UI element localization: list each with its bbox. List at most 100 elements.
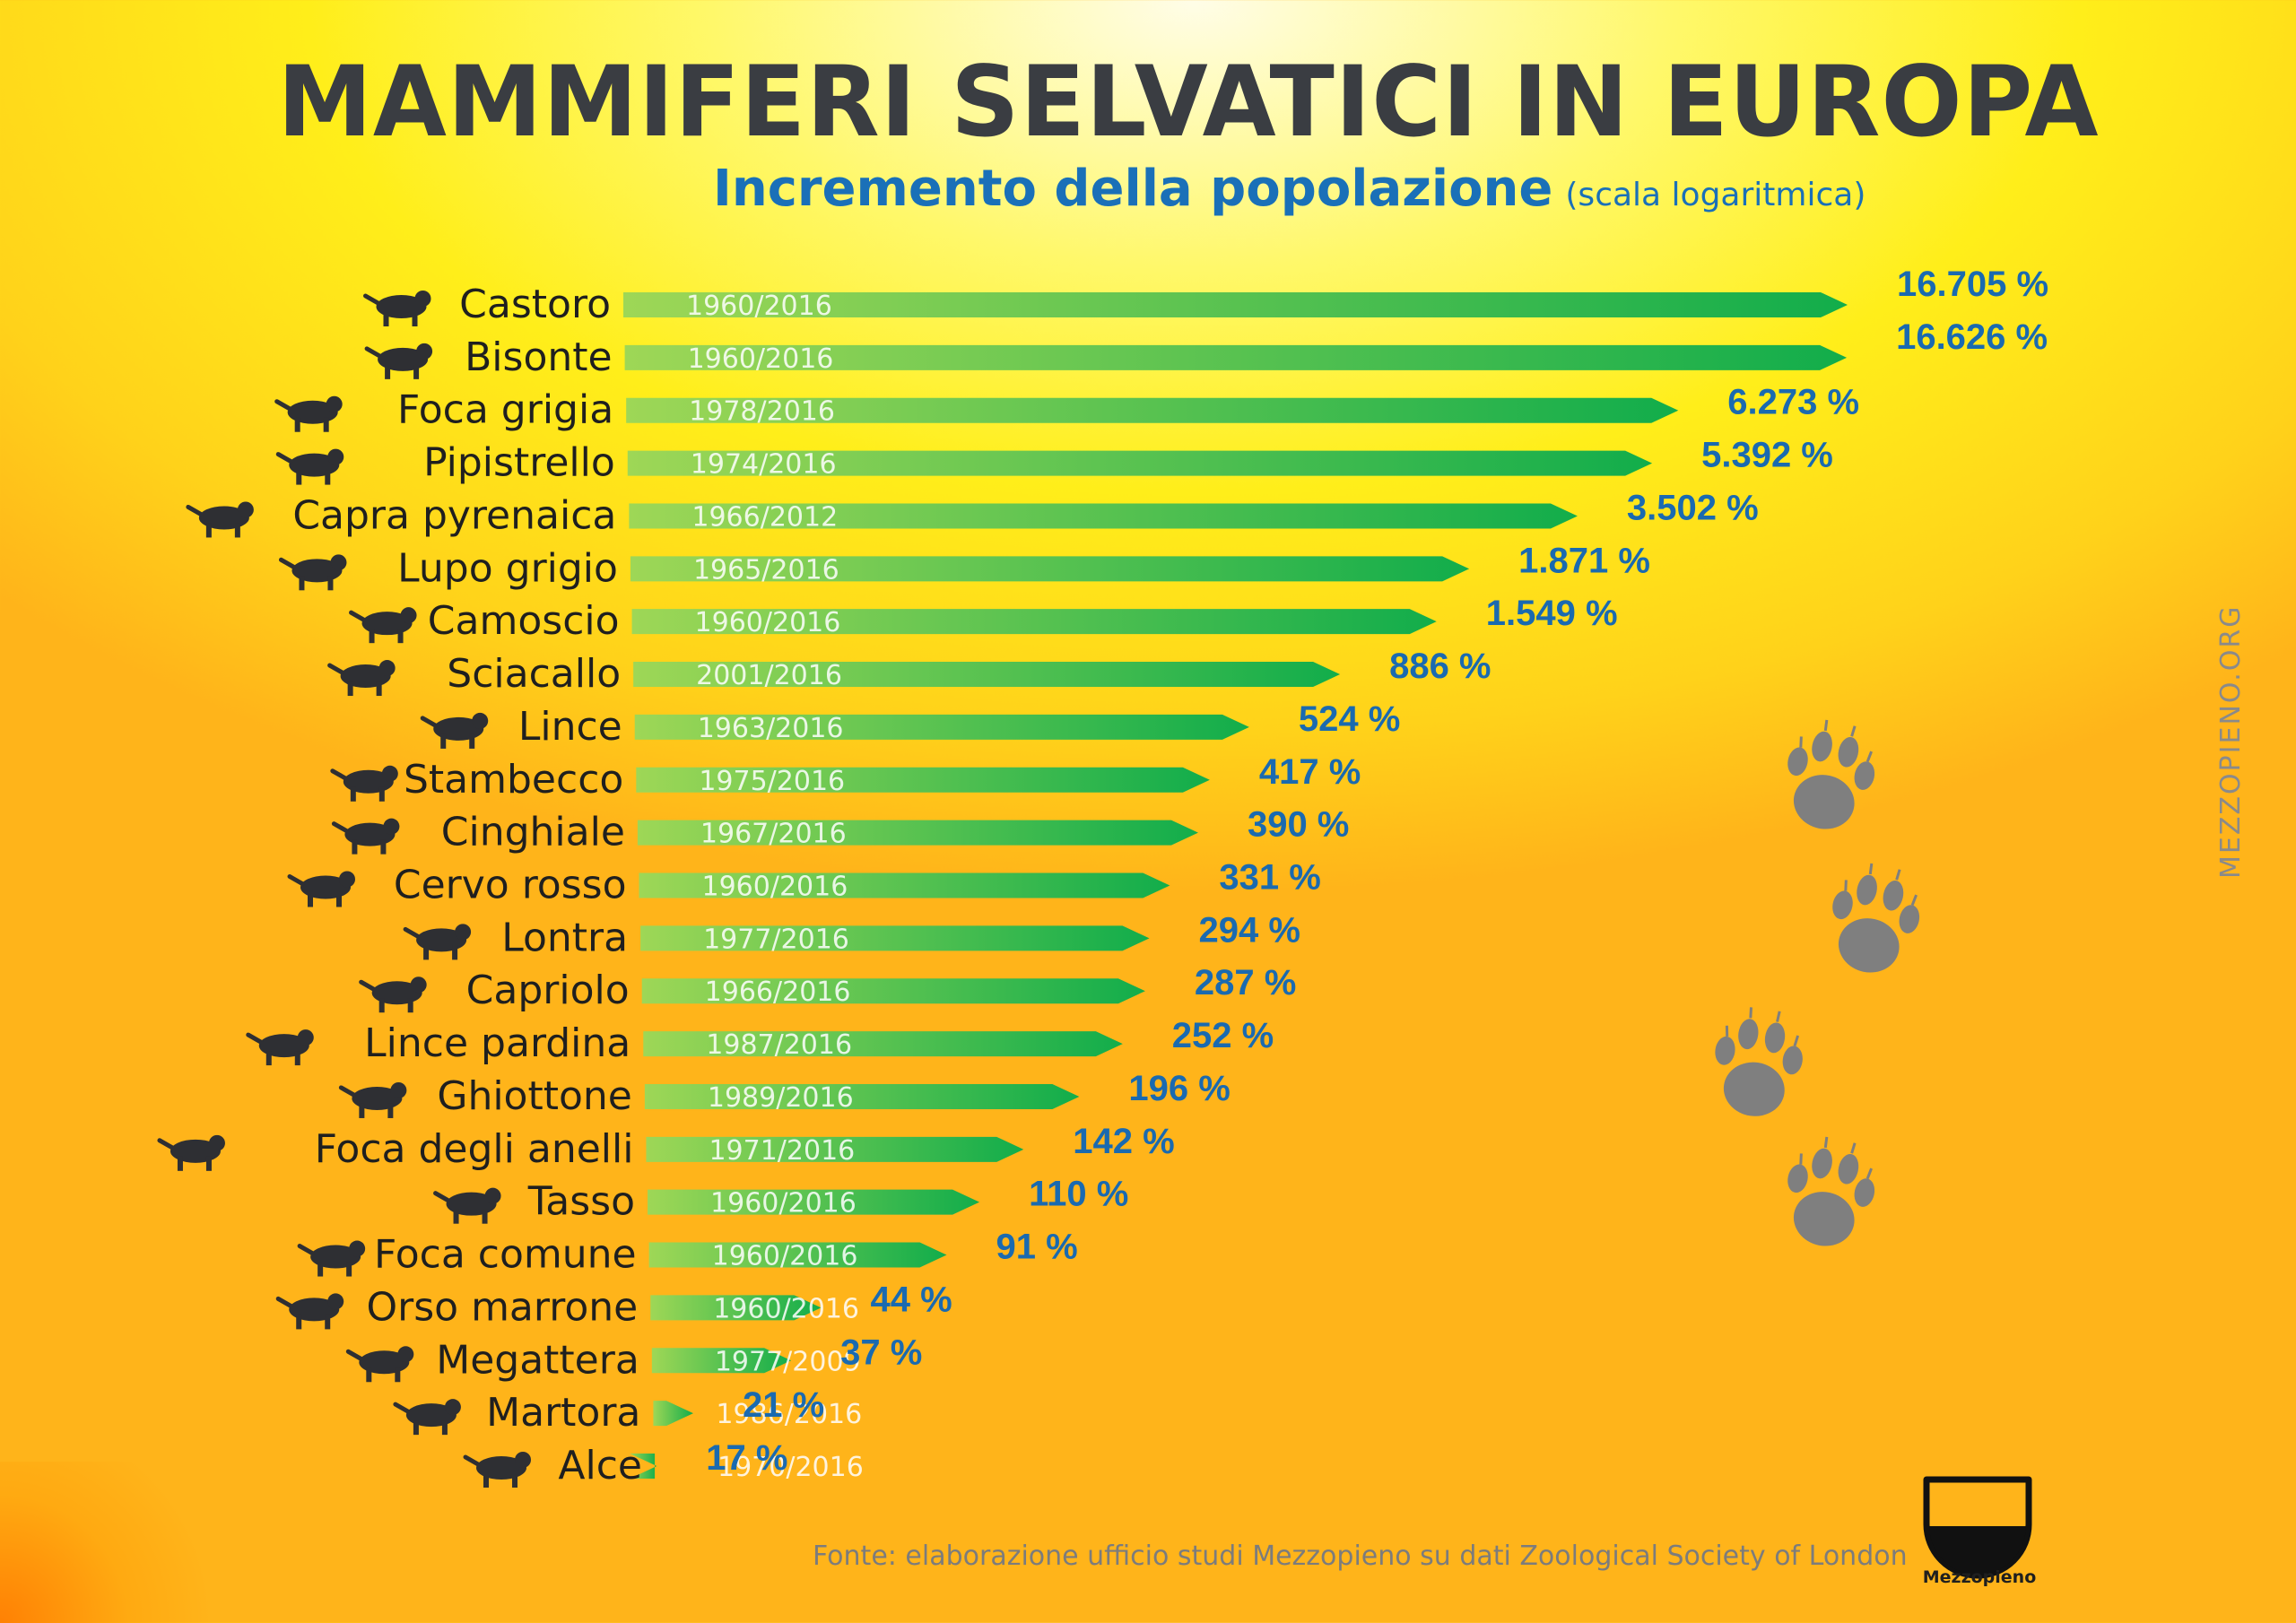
bat-icon bbox=[275, 448, 344, 485]
data-label: 252 % bbox=[1172, 1016, 1274, 1055]
data-label: 294 % bbox=[1199, 910, 1300, 950]
bar-period-label: 1987/2016 bbox=[706, 1029, 852, 1061]
mezzopieno-logo-icon bbox=[1923, 1476, 2032, 1579]
side-website: MEZZOPIENO.ORG bbox=[2215, 604, 2247, 879]
bar-period-label: 1963/2016 bbox=[698, 713, 844, 744]
bar-period-label: 1978/2016 bbox=[689, 396, 835, 428]
bar-period-label: 1960/2016 bbox=[688, 343, 834, 375]
bar-period-label: 1960/2016 bbox=[686, 291, 832, 322]
corner-glow bbox=[0, 1462, 233, 1623]
iberian-lynx-icon bbox=[246, 1029, 314, 1066]
bar-row: 1987/2016 Lince pardina 252 % bbox=[246, 1016, 1274, 1066]
bison-icon bbox=[364, 343, 433, 379]
bar-period-label: 2001/2016 bbox=[696, 660, 842, 691]
bar bbox=[630, 556, 1470, 582]
roe-deer-icon bbox=[359, 976, 427, 1013]
category-label: Lince pardina bbox=[364, 1020, 631, 1066]
bar bbox=[624, 344, 1848, 370]
lynx-icon bbox=[420, 712, 489, 749]
bar bbox=[629, 503, 1578, 529]
paw-print-icon bbox=[1787, 719, 1875, 829]
chamois-icon bbox=[349, 607, 417, 644]
data-label: 16.626 % bbox=[1896, 317, 2048, 357]
data-label: 17 % bbox=[706, 1438, 787, 1478]
data-label: 37 % bbox=[840, 1332, 922, 1372]
data-label: 1.549 % bbox=[1486, 594, 1618, 633]
source-note: Fonte: elaborazione ufficio studi Mezzop… bbox=[813, 1541, 1908, 1572]
category-label: Capra pyrenaica bbox=[292, 492, 616, 538]
bar bbox=[630, 1454, 657, 1479]
category-label: Foca grigia bbox=[397, 387, 613, 433]
brown-bear-icon bbox=[275, 1293, 344, 1330]
category-label: Pipistrello bbox=[423, 440, 615, 486]
bar-row: 1963/2016 Lince 524 % bbox=[420, 699, 1400, 750]
category-label: Capriolo bbox=[466, 968, 630, 1013]
ibex-icon bbox=[330, 765, 398, 802]
bar bbox=[653, 1401, 693, 1427]
logo-text: Mezzopieno bbox=[1922, 1567, 2037, 1587]
bar bbox=[641, 978, 1145, 1004]
data-label: 6.273 % bbox=[1727, 383, 1859, 422]
humpback-whale-icon bbox=[345, 1346, 414, 1383]
bar bbox=[626, 397, 1679, 423]
bar bbox=[636, 767, 1210, 793]
page-title: MAMMIFERI SELVATICI IN EUROPA bbox=[277, 45, 2100, 159]
bar bbox=[637, 820, 1198, 846]
paw-print-icon bbox=[1787, 1136, 1875, 1246]
beaver-icon bbox=[363, 291, 431, 326]
data-label: 1.871 % bbox=[1518, 541, 1650, 580]
marten-icon bbox=[393, 1399, 461, 1436]
bar-row: 1966/2012 Capra pyrenaica 3.502 % bbox=[186, 488, 1759, 538]
bar-row: 1971/2016 Foca degli anelli 142 % bbox=[157, 1122, 1175, 1172]
category-label: Bisonte bbox=[465, 334, 612, 380]
subtitle-note: (scala logaritmica) bbox=[1565, 177, 1866, 213]
category-label: Camoscio bbox=[428, 598, 620, 644]
bar-period-label: 1966/2016 bbox=[705, 976, 851, 1008]
boar-icon bbox=[331, 818, 400, 855]
data-label: 524 % bbox=[1299, 699, 1400, 739]
bar-period-label: 1965/2016 bbox=[693, 554, 839, 586]
bar-period-label: 1975/2016 bbox=[699, 766, 845, 797]
data-label: 110 % bbox=[1029, 1175, 1128, 1214]
bar-row: 1989/2016 Ghiottone 196 % bbox=[338, 1069, 1231, 1119]
data-label: 142 % bbox=[1073, 1122, 1174, 1161]
bar-period-label: 1971/2016 bbox=[709, 1135, 855, 1167]
bar-period-label: 1970/2016 bbox=[718, 1452, 864, 1483]
bar-row: 1960/2016 Orso marrone 44 % bbox=[275, 1280, 952, 1330]
data-label: 331 % bbox=[1219, 858, 1320, 898]
grey-seal-icon bbox=[274, 395, 343, 432]
data-label: 16.705 % bbox=[1897, 265, 2048, 304]
bar bbox=[633, 662, 1341, 688]
bar-row: 1970/2016 Alce 17 % bbox=[463, 1438, 864, 1488]
category-label: Martora bbox=[486, 1390, 640, 1436]
category-label: Megattera bbox=[436, 1337, 639, 1383]
bar-row: 1967/2016 Cinghiale 390 % bbox=[331, 805, 1349, 855]
wolf-icon bbox=[278, 554, 347, 591]
bar-row: 1960/2016 Foca comune 91 % bbox=[297, 1228, 1078, 1278]
bar-period-label: 1966/2012 bbox=[691, 501, 838, 533]
bar bbox=[640, 925, 1150, 951]
bar-period-label: 1960/2016 bbox=[713, 1293, 859, 1324]
data-label: 886 % bbox=[1389, 647, 1491, 686]
paw-print-icon bbox=[1832, 863, 1920, 973]
data-label: 44 % bbox=[871, 1280, 952, 1319]
bar bbox=[650, 1295, 822, 1321]
category-label: Alce bbox=[558, 1443, 642, 1488]
category-label: Lupo grigio bbox=[397, 545, 618, 591]
red-deer-icon bbox=[287, 871, 355, 907]
bar-period-label: 1986/2016 bbox=[716, 1399, 862, 1430]
bar-period-label: 1977/2016 bbox=[703, 924, 849, 955]
bar-row: 1960/2016 Tasso 110 % bbox=[433, 1175, 1128, 1225]
ringed-seal-icon bbox=[157, 1134, 225, 1171]
otter-icon bbox=[403, 924, 472, 960]
subtitle-block: Incremento della popolazione (scala logar… bbox=[713, 160, 1866, 218]
bar bbox=[639, 872, 1170, 898]
data-label: 417 % bbox=[1259, 752, 1361, 792]
bar bbox=[631, 609, 1437, 635]
bar-row: 1965/2016 Lupo grigio 1.871 % bbox=[278, 541, 1650, 591]
data-label: 21 % bbox=[743, 1385, 824, 1425]
data-label: 287 % bbox=[1195, 963, 1296, 1002]
bar-row: 2001/2016 Sciacallo 886 % bbox=[327, 647, 1492, 697]
paw-print-icon bbox=[1715, 1007, 1803, 1116]
